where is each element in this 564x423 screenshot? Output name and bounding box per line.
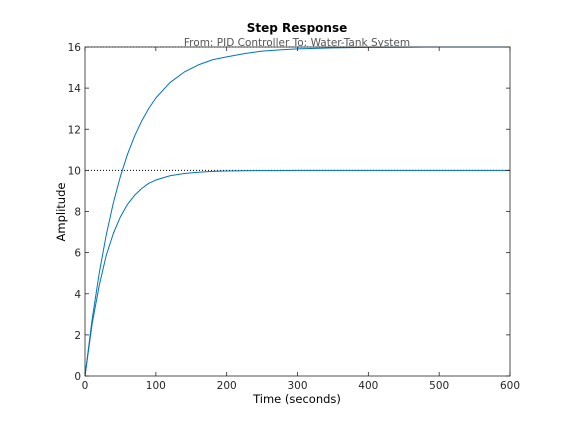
y-tick-label: 0: [74, 371, 81, 383]
y-tick-label: 12: [68, 124, 81, 136]
x-tick-labels: 0 100 200 300 400 500 600: [82, 380, 520, 392]
y-tick-label: 6: [74, 248, 81, 260]
y-tick-labels: 0 2 4 6 8 10 12 14 16: [68, 42, 82, 383]
y-tick-label: 10: [68, 165, 81, 177]
x-axis-label: Time (seconds): [252, 392, 341, 406]
series-line-2: [84, 169, 510, 377]
x-tick-label: 200: [217, 380, 237, 392]
series-lines: [84, 46, 510, 377]
y-tick-label: 4: [74, 289, 81, 301]
y-tick-label: 14: [68, 83, 82, 95]
y-tick-label: 2: [74, 330, 81, 342]
x-tick-label: 400: [358, 380, 378, 392]
plot-area: [85, 47, 510, 376]
x-tick-label: 500: [429, 380, 449, 392]
x-tick-label: 100: [146, 380, 166, 392]
y-tick-label: 8: [74, 207, 81, 219]
y-tick-label: 16: [68, 42, 82, 54]
series-line-1: [84, 46, 510, 377]
y-axis-label: Amplitude: [54, 183, 68, 242]
x-tick-label: 600: [500, 380, 520, 392]
chart-subtitle: From: PID Controller To: Water-Tank Syst…: [184, 37, 410, 49]
chart-title: Step Response: [247, 21, 347, 35]
x-tick-label: 0: [82, 380, 89, 392]
x-tick-label: 300: [287, 380, 307, 392]
axes-box: [84, 46, 511, 377]
